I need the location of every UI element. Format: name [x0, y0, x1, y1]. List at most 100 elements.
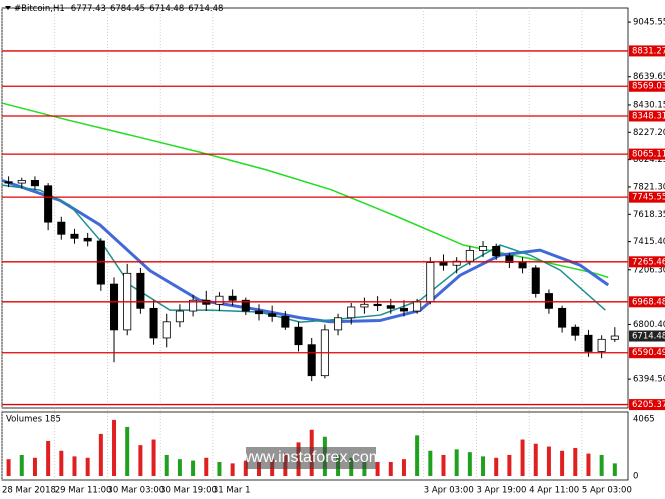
candle-body [96, 240, 105, 285]
volume-bar [151, 439, 156, 476]
volume-bar [388, 461, 393, 476]
level-label-bg [629, 191, 665, 203]
y-tick-label: 8024.25 [633, 155, 665, 165]
candle-body [492, 245, 501, 257]
last-price-label: 6714.48 [632, 332, 665, 342]
volume-tick-label: 0 [633, 472, 638, 482]
last-price-bg [629, 330, 665, 342]
candle-body [571, 326, 580, 336]
volume-bar [599, 454, 604, 476]
candle-body [44, 185, 53, 223]
volume-bar [191, 460, 196, 476]
y-tick-label: 6800.40 [633, 320, 665, 330]
x-tick-label: 31 Mar 1 [213, 486, 251, 496]
high: 6784.45 [110, 4, 145, 14]
candle-body [426, 262, 435, 303]
volume-title: Volumes 185 [6, 415, 61, 425]
candle-body [175, 310, 184, 323]
level-label-bg [629, 45, 665, 57]
y-tick-label: 8430.15 [633, 100, 665, 110]
candle-body [281, 316, 290, 328]
candle-body [465, 250, 474, 262]
candle-body [399, 307, 408, 312]
moving-average [1, 178, 610, 324]
candle-body [189, 299, 198, 312]
candle-body [334, 317, 343, 331]
volume-bar [401, 459, 406, 476]
volume-bar [204, 457, 209, 476]
candle-body [268, 313, 277, 317]
price-frame [1, 7, 629, 409]
candle-body [215, 295, 224, 305]
level-label-bg [629, 347, 665, 359]
watermark: www.instaforex.com [239, 449, 382, 466]
y-tick-label: 7821.30 [633, 182, 665, 192]
volume-bar [217, 461, 222, 476]
candle-body [439, 262, 448, 266]
candle-body [109, 283, 119, 331]
volume-bar [59, 450, 64, 476]
volume-bar [454, 449, 459, 476]
candle-body [149, 307, 158, 339]
volume-bar [612, 463, 617, 476]
moving-average [1, 184, 606, 323]
x-tick-label: 5 Apr 03:00 [582, 486, 632, 496]
y-tick-label: 6394.50 [633, 375, 665, 385]
level-label-bg [629, 148, 665, 160]
x-tick-label: 29 Mar 11:00 [55, 486, 112, 496]
low: 6714.48 [149, 4, 184, 14]
volume-bar [230, 463, 235, 476]
candle-body [4, 181, 13, 184]
volume-bar [98, 433, 103, 476]
close: 6714.48 [188, 4, 223, 14]
level-label: 8348.31 [632, 111, 665, 121]
candle-body [241, 299, 250, 312]
volume-bar [441, 454, 446, 476]
candle-body [136, 272, 145, 309]
candle-body [70, 233, 79, 239]
candle-body [294, 326, 303, 346]
candle-body [386, 305, 395, 309]
volume-bar [243, 460, 248, 476]
volume-bar [138, 445, 143, 476]
open: 6777.43 [71, 4, 106, 14]
moving-average [1, 102, 609, 279]
level-label: 8569.03 [632, 82, 665, 92]
volume-bar [520, 439, 525, 476]
level-label: 7745.55 [632, 193, 665, 203]
candle-body [518, 262, 527, 269]
candle-body [254, 310, 264, 315]
y-tick-label: 7206.30 [633, 265, 665, 275]
volume-bar [177, 459, 182, 476]
y-tick-label: 8639.65 [633, 72, 665, 82]
x-tick-label: 30 Mar 03:00 [107, 486, 164, 496]
x-tick-label: 30 Mar 19:00 [160, 486, 217, 496]
x-tick-label: 4 Apr 11:00 [529, 486, 579, 496]
symbol: #Bitcoin,H1 [14, 4, 65, 14]
volume-bar [85, 457, 90, 476]
volume-bar [428, 450, 433, 476]
candle-body [162, 321, 171, 339]
candle-body [505, 255, 514, 263]
level-label: 8831.27 [632, 46, 665, 56]
volume-bar [415, 435, 420, 476]
level-label: 7265.46 [632, 257, 665, 267]
volume-bar [72, 456, 77, 476]
volume-bar [46, 440, 51, 476]
header: #Bitcoin,H1 6777.43 6784.45 6714.48 6714.48 [14, 4, 223, 14]
volume-bar [481, 456, 486, 476]
volume-bar [32, 457, 37, 476]
candle-body [531, 267, 540, 294]
volume-bar [560, 450, 565, 476]
volume-bar [467, 452, 472, 476]
candle-body [360, 303, 369, 308]
volume-bar [6, 459, 11, 476]
y-tick-label: 9045.55 [633, 18, 665, 28]
volume-tick-label: 4065 [633, 415, 655, 425]
y-tick-label: 7618.35 [633, 210, 665, 220]
volume-bar [546, 446, 551, 476]
volume-bar [112, 419, 117, 476]
volume-bar [19, 454, 24, 476]
volume-bar [375, 461, 380, 476]
